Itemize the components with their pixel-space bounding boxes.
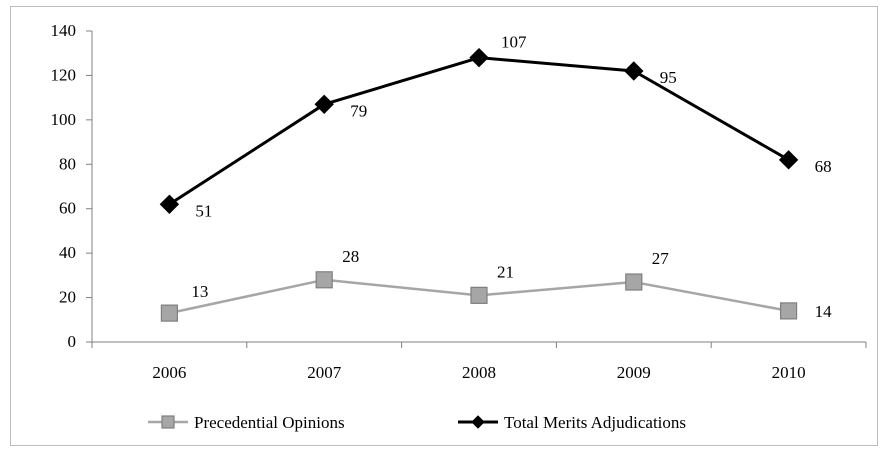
y-tick-label: 0	[68, 332, 77, 351]
y-tick-label: 140	[51, 21, 77, 40]
data-point-precedential	[160, 304, 178, 322]
data-point-total-merits	[624, 61, 644, 81]
data-label: 14	[815, 302, 833, 321]
legend-square-marker	[161, 415, 175, 429]
x-tick-label: 2006	[152, 363, 186, 382]
data-labels: 13 28 21 27 14 51 79 107 95 68	[191, 33, 832, 321]
data-point-precedential	[470, 286, 488, 304]
data-label: 27	[652, 249, 670, 268]
data-point-precedential	[625, 273, 643, 291]
y-tick-label: 120	[51, 65, 77, 84]
x-tick-label: 2008	[462, 363, 496, 382]
legend-diamond-marker	[471, 415, 485, 429]
data-label: 79	[350, 101, 367, 120]
y-tick-label: 80	[59, 154, 76, 173]
x-tick-label: 2007	[307, 363, 342, 382]
x-tick-label: 2009	[617, 363, 651, 382]
x-tick-label: 2010	[772, 363, 806, 382]
y-tick-label: 40	[59, 243, 76, 262]
legend-label: Precedential Opinions	[194, 413, 345, 432]
legend-label: Total Merits Adjudications	[504, 413, 686, 432]
data-label: 95	[660, 68, 677, 87]
data-point-total-merits	[469, 47, 489, 68]
data-point-precedential	[315, 271, 333, 289]
data-label: 13	[191, 282, 208, 301]
series-line-total-merits	[168, 56, 790, 206]
data-point-precedential	[779, 302, 798, 320]
chart-frame	[10, 6, 878, 446]
data-label: 51	[195, 201, 212, 220]
data-label: 21	[497, 262, 514, 281]
y-tick-label: 100	[51, 110, 77, 129]
data-label: 28	[342, 247, 359, 266]
axes: 0 20 40 60 80 100 120 140 2006 2007 2008 2009 2010	[51, 21, 867, 382]
data-point-total-merits	[314, 94, 334, 115]
data-label: 68	[815, 157, 832, 176]
y-tick-label: 20	[59, 288, 76, 307]
data-label: 107	[501, 33, 527, 52]
data-point-total-merits	[778, 150, 799, 170]
series-layer	[159, 47, 799, 322]
y-tick-label: 60	[59, 199, 76, 218]
legend: Precedential Opinions Total Merits Adjudi…	[148, 413, 686, 432]
data-point-total-merits	[159, 194, 180, 214]
